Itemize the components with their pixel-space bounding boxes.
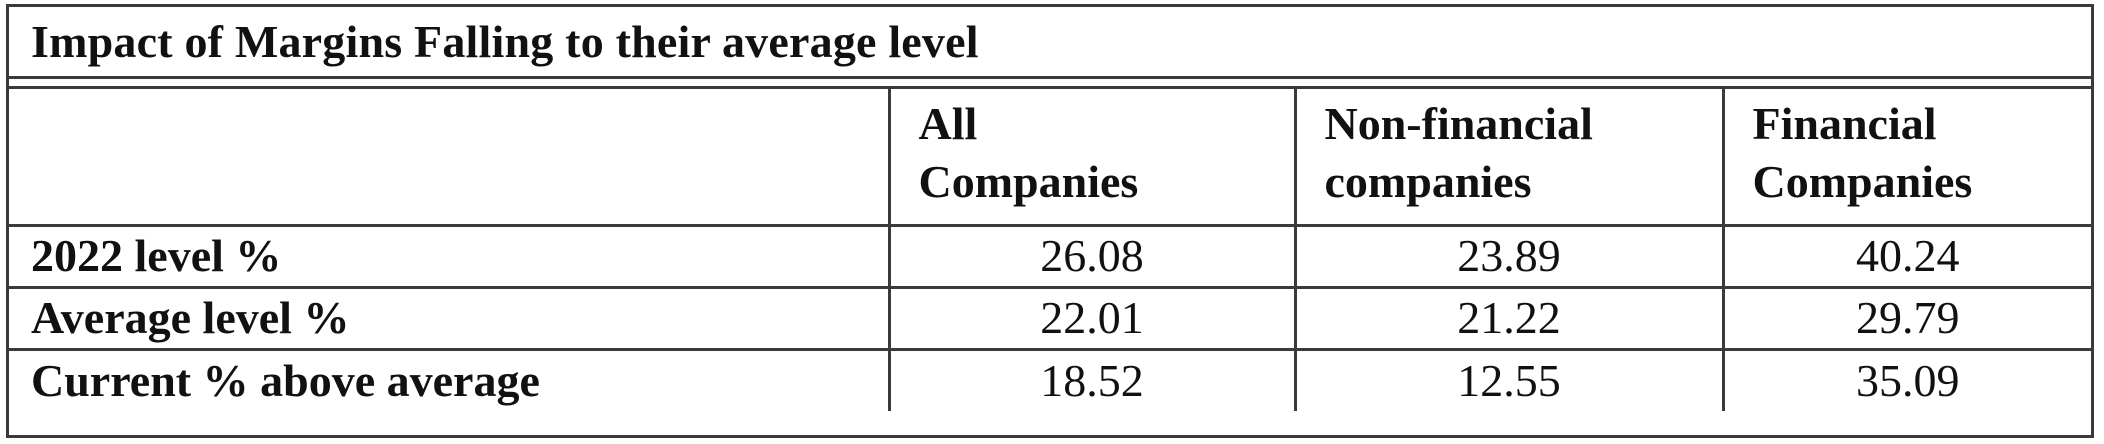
title-separator: [9, 79, 2091, 89]
header-row: All Companies Non-financial companies Fi…: [9, 89, 2091, 227]
column-header-line: companies: [1324, 156, 1532, 207]
table-cell: 35.09: [1856, 354, 1960, 406]
table-cell: 23.89: [1295, 225, 1725, 289]
header-stub-cell: [9, 89, 891, 227]
table-frame: Impact of Margins Falling to their avera…: [6, 4, 2094, 438]
table-row: Average level % 22.01 21.22 29.79: [9, 287, 2091, 351]
table-cell: 21.22: [1295, 287, 1725, 351]
margins-table: All Companies Non-financial companies Fi…: [9, 89, 2091, 411]
row-label: Current % above average: [9, 349, 891, 411]
row-label: 2022 level %: [9, 225, 891, 289]
table-row: Current % above average 18.52 12.55 35.0…: [9, 349, 2091, 411]
table-cell: 22.01: [889, 287, 1297, 351]
column-header-line: All: [918, 98, 978, 149]
table-title: Impact of Margins Falling to their avera…: [9, 7, 2091, 79]
column-header-line: Non-financial: [1324, 98, 1593, 149]
column-header-all-companies: All Companies: [889, 89, 1297, 227]
table-cell: 12.55: [1295, 349, 1725, 411]
table-cell: 18.52: [889, 349, 1297, 411]
column-header-non-financial: Non-financial companies: [1295, 89, 1725, 227]
row-label: Average level %: [9, 287, 891, 351]
column-header-line: Financial: [1752, 98, 1937, 149]
table-cell: 29.79: [1723, 287, 2091, 351]
table-row: 2022 level % 26.08 23.89 40.24: [9, 225, 2091, 289]
table-cell: 40.24: [1723, 225, 2091, 289]
column-header-line: Companies: [1752, 156, 1973, 207]
table-cell: 26.08: [889, 225, 1297, 289]
column-header-line: Companies: [918, 156, 1139, 207]
column-header-financial: Financial Companies: [1723, 89, 2091, 227]
